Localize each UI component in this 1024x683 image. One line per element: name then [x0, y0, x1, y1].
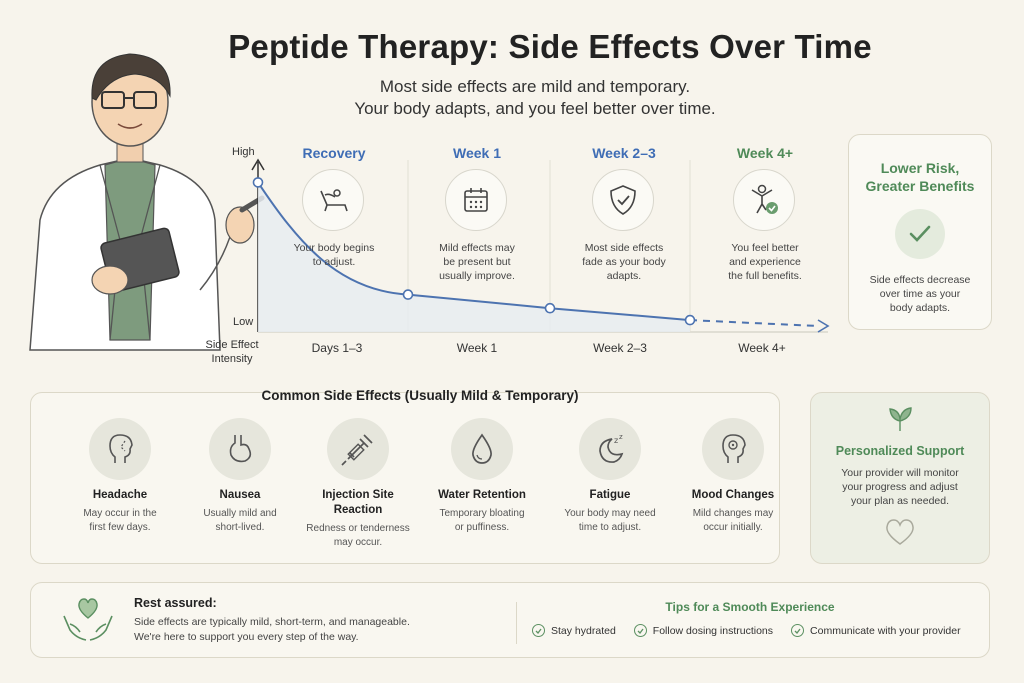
head-mind-icon	[702, 418, 764, 480]
stage-recovery: Recovery Your body begins to adjust.	[264, 145, 404, 269]
side-effect-description: Your body may need time to adjust.	[564, 508, 656, 533]
side-effects-heading: Common Side Effects (Usually Mild & Temp…	[261, 388, 579, 403]
tip-item: Communicate with your provider	[791, 624, 961, 637]
side-effects-panel	[30, 392, 780, 564]
subtitle-line-2: Your body adapts, and you feel better ov…	[354, 99, 716, 118]
svg-text:z: z	[614, 436, 618, 445]
x-tick-label: Days 1–3	[311, 341, 363, 355]
calendar-icon	[445, 169, 507, 231]
side-effect-name: Fatigue	[589, 489, 631, 501]
intensity-area	[258, 182, 690, 332]
rest-assured-text: Side effects are typically mild, short-t…	[134, 616, 410, 643]
footer-divider	[516, 602, 517, 644]
side-effect-item: Mood Changes Mild changes may occur init…	[673, 418, 793, 535]
svg-text:z: z	[619, 433, 623, 441]
side-effect-name: Headache	[92, 489, 148, 501]
check-circle-icon	[895, 209, 945, 259]
shield-check-icon	[592, 169, 654, 231]
side-effect-description: May occur in the first few days.	[83, 508, 157, 533]
person-celebrate-icon	[733, 169, 795, 231]
stage-week-1: Week 1 Mild effects may be present but u…	[407, 145, 547, 283]
hands-heart-icon	[60, 594, 116, 649]
y-axis-title: Side Effect Intensity	[205, 339, 259, 365]
side-effects-list: Headache May occur in the first few days…	[30, 418, 780, 558]
stage-title: Recovery	[302, 145, 366, 161]
x-tick-label: Week 2–3	[593, 341, 647, 355]
benefit-card: Lower Risk, Greater Benefits Side effect…	[848, 134, 992, 330]
stage-description: Mild effects may be present but usually …	[439, 242, 515, 282]
tip-item: Stay hydrated	[532, 624, 616, 637]
timeline-chart	[251, 158, 830, 333]
stage-title: Week 1	[453, 145, 501, 161]
x-tick-label: Week 1	[456, 341, 498, 355]
data-point	[544, 302, 556, 314]
check-icon	[532, 624, 545, 637]
x-axis-arrow	[817, 319, 830, 333]
stage-description: You feel better and experience the full …	[728, 242, 802, 282]
side-effect-description: Mild changes may occur initially.	[692, 508, 774, 533]
y-tick-high: High	[232, 146, 255, 158]
benefit-title: Lower Risk, Greater Benefits	[865, 160, 975, 194]
data-point	[252, 177, 264, 188]
side-effect-name: Injection Site Reaction	[322, 489, 394, 516]
water-drop-icon	[451, 418, 513, 480]
x-tick-label: Week 4+	[738, 341, 786, 355]
stage-description: Most side effects fade as your body adap…	[582, 242, 666, 282]
side-effect-item: Nausea Usually mild and short-lived.	[180, 418, 300, 535]
tips-list: Stay hydrated Follow dosing instructions…	[532, 624, 961, 637]
tip-item: Follow dosing instructions	[633, 624, 773, 637]
side-effect-item: Water Retention Temporary bloating or pu…	[422, 418, 542, 535]
stage-week-4: Week 4+ You feel better and experience t…	[695, 145, 835, 283]
side-effect-description: Redness or tenderness may occur.	[306, 523, 410, 548]
y-tick-low: Low	[233, 316, 254, 328]
stage-description: Your body begins to adjust.	[293, 242, 375, 268]
side-effect-description: Usually mild and short-lived.	[203, 508, 277, 533]
side-effect-name: Water Retention	[438, 489, 526, 501]
footer-panel	[30, 582, 990, 658]
side-effect-name: Nausea	[219, 489, 261, 501]
page-title: Peptide Therapy: Side Effects Over Time	[228, 28, 872, 65]
stage-title: Week 4+	[736, 145, 794, 161]
support-description: Your provider will monitor your progress…	[841, 467, 959, 507]
intensity-line-projection	[689, 319, 819, 327]
tips-title: Tips for a Smooth Experience	[665, 600, 835, 614]
syringe-icon	[327, 418, 389, 480]
stomach-icon	[209, 418, 271, 480]
side-effect-description: Temporary bloating or puffiness.	[439, 508, 525, 533]
page-subtitle: Most side effects are mild and temporary…	[300, 76, 770, 120]
stage-week-2-3: Week 2–3 Most side effects fade as your …	[554, 145, 694, 283]
doctor-illustration	[29, 53, 265, 351]
check-icon	[791, 624, 805, 637]
side-effect-name: Mood Changes	[691, 489, 775, 501]
support-card: Personalized Support Your provider will …	[810, 392, 990, 564]
subtitle-line-1: Most side effects are mild and temporary…	[379, 77, 691, 96]
data-point	[402, 289, 414, 300]
side-effect-item: Headache May occur in the first few days…	[60, 418, 180, 535]
leaf-sprout-icon	[811, 405, 989, 438]
rest-assured-title: Rest assured:	[134, 596, 217, 610]
check-icon	[633, 624, 647, 637]
data-point	[684, 314, 696, 326]
y-axis-arrow	[251, 158, 265, 171]
heart-outline-icon	[811, 518, 989, 551]
recliner-icon	[302, 169, 364, 231]
support-title: Personalized Support	[835, 444, 965, 458]
stage-title: Week 2–3	[592, 145, 656, 161]
benefit-description: Side effects decrease over time as your …	[869, 274, 971, 314]
head-profile-icon	[89, 418, 151, 480]
side-effect-item: Injection Site Reaction Redness or tende…	[298, 418, 418, 550]
